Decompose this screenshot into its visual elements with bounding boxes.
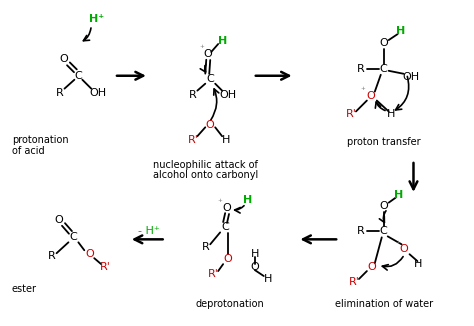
Text: H⁺: H⁺ (89, 14, 104, 24)
Text: ester: ester (12, 284, 37, 294)
Text: O: O (399, 244, 408, 254)
Text: C: C (221, 222, 229, 232)
Text: ⁺: ⁺ (199, 44, 204, 53)
Text: nucleophilic attack of: nucleophilic attack of (153, 160, 258, 170)
Text: R: R (189, 90, 196, 99)
Text: O: O (203, 49, 211, 59)
Text: deprotonation: deprotonation (196, 299, 264, 309)
Text: H: H (264, 274, 272, 284)
Text: - H⁺: - H⁺ (138, 227, 160, 236)
Text: H: H (386, 110, 395, 119)
Text: R': R' (346, 110, 356, 119)
Text: H: H (243, 195, 253, 205)
Text: O: O (250, 262, 259, 272)
Text: O: O (223, 203, 231, 213)
Text: C: C (74, 71, 82, 81)
Text: O: O (59, 54, 68, 64)
Text: proton transfer: proton transfer (347, 137, 420, 147)
Text: O: O (379, 200, 388, 211)
Text: H: H (222, 135, 230, 145)
Text: O: O (224, 254, 232, 264)
Text: OH: OH (90, 88, 107, 97)
Text: O: O (366, 91, 375, 101)
Text: R: R (357, 227, 365, 236)
Text: H: H (218, 36, 227, 46)
Text: C: C (206, 74, 214, 84)
Text: O: O (206, 120, 215, 130)
Text: H: H (251, 249, 259, 259)
Text: protonation: protonation (12, 135, 69, 145)
Text: H: H (394, 190, 403, 200)
Text: ⁺: ⁺ (361, 86, 365, 95)
Text: R: R (201, 242, 209, 252)
Text: C: C (70, 232, 77, 242)
Text: OH: OH (402, 72, 419, 82)
Text: O: O (367, 262, 376, 272)
Text: ⁺: ⁺ (395, 240, 400, 249)
Text: alcohol onto carbonyl: alcohol onto carbonyl (153, 170, 258, 180)
Text: elimination of water: elimination of water (335, 299, 433, 309)
Text: OH: OH (219, 90, 237, 99)
Text: R': R' (208, 269, 219, 279)
Text: R': R' (348, 277, 359, 287)
Text: O: O (379, 38, 388, 48)
Text: O: O (85, 249, 94, 259)
Text: R': R' (100, 262, 110, 272)
Text: ⁺: ⁺ (218, 198, 222, 207)
Text: R: R (357, 64, 365, 74)
Text: H: H (396, 26, 405, 36)
Text: R: R (55, 88, 64, 97)
Text: H: H (414, 259, 423, 269)
Text: R': R' (188, 135, 199, 145)
Text: O: O (54, 215, 63, 225)
Text: R: R (48, 251, 55, 261)
Text: C: C (380, 64, 388, 74)
Text: C: C (380, 227, 388, 236)
Text: of acid: of acid (12, 146, 45, 156)
